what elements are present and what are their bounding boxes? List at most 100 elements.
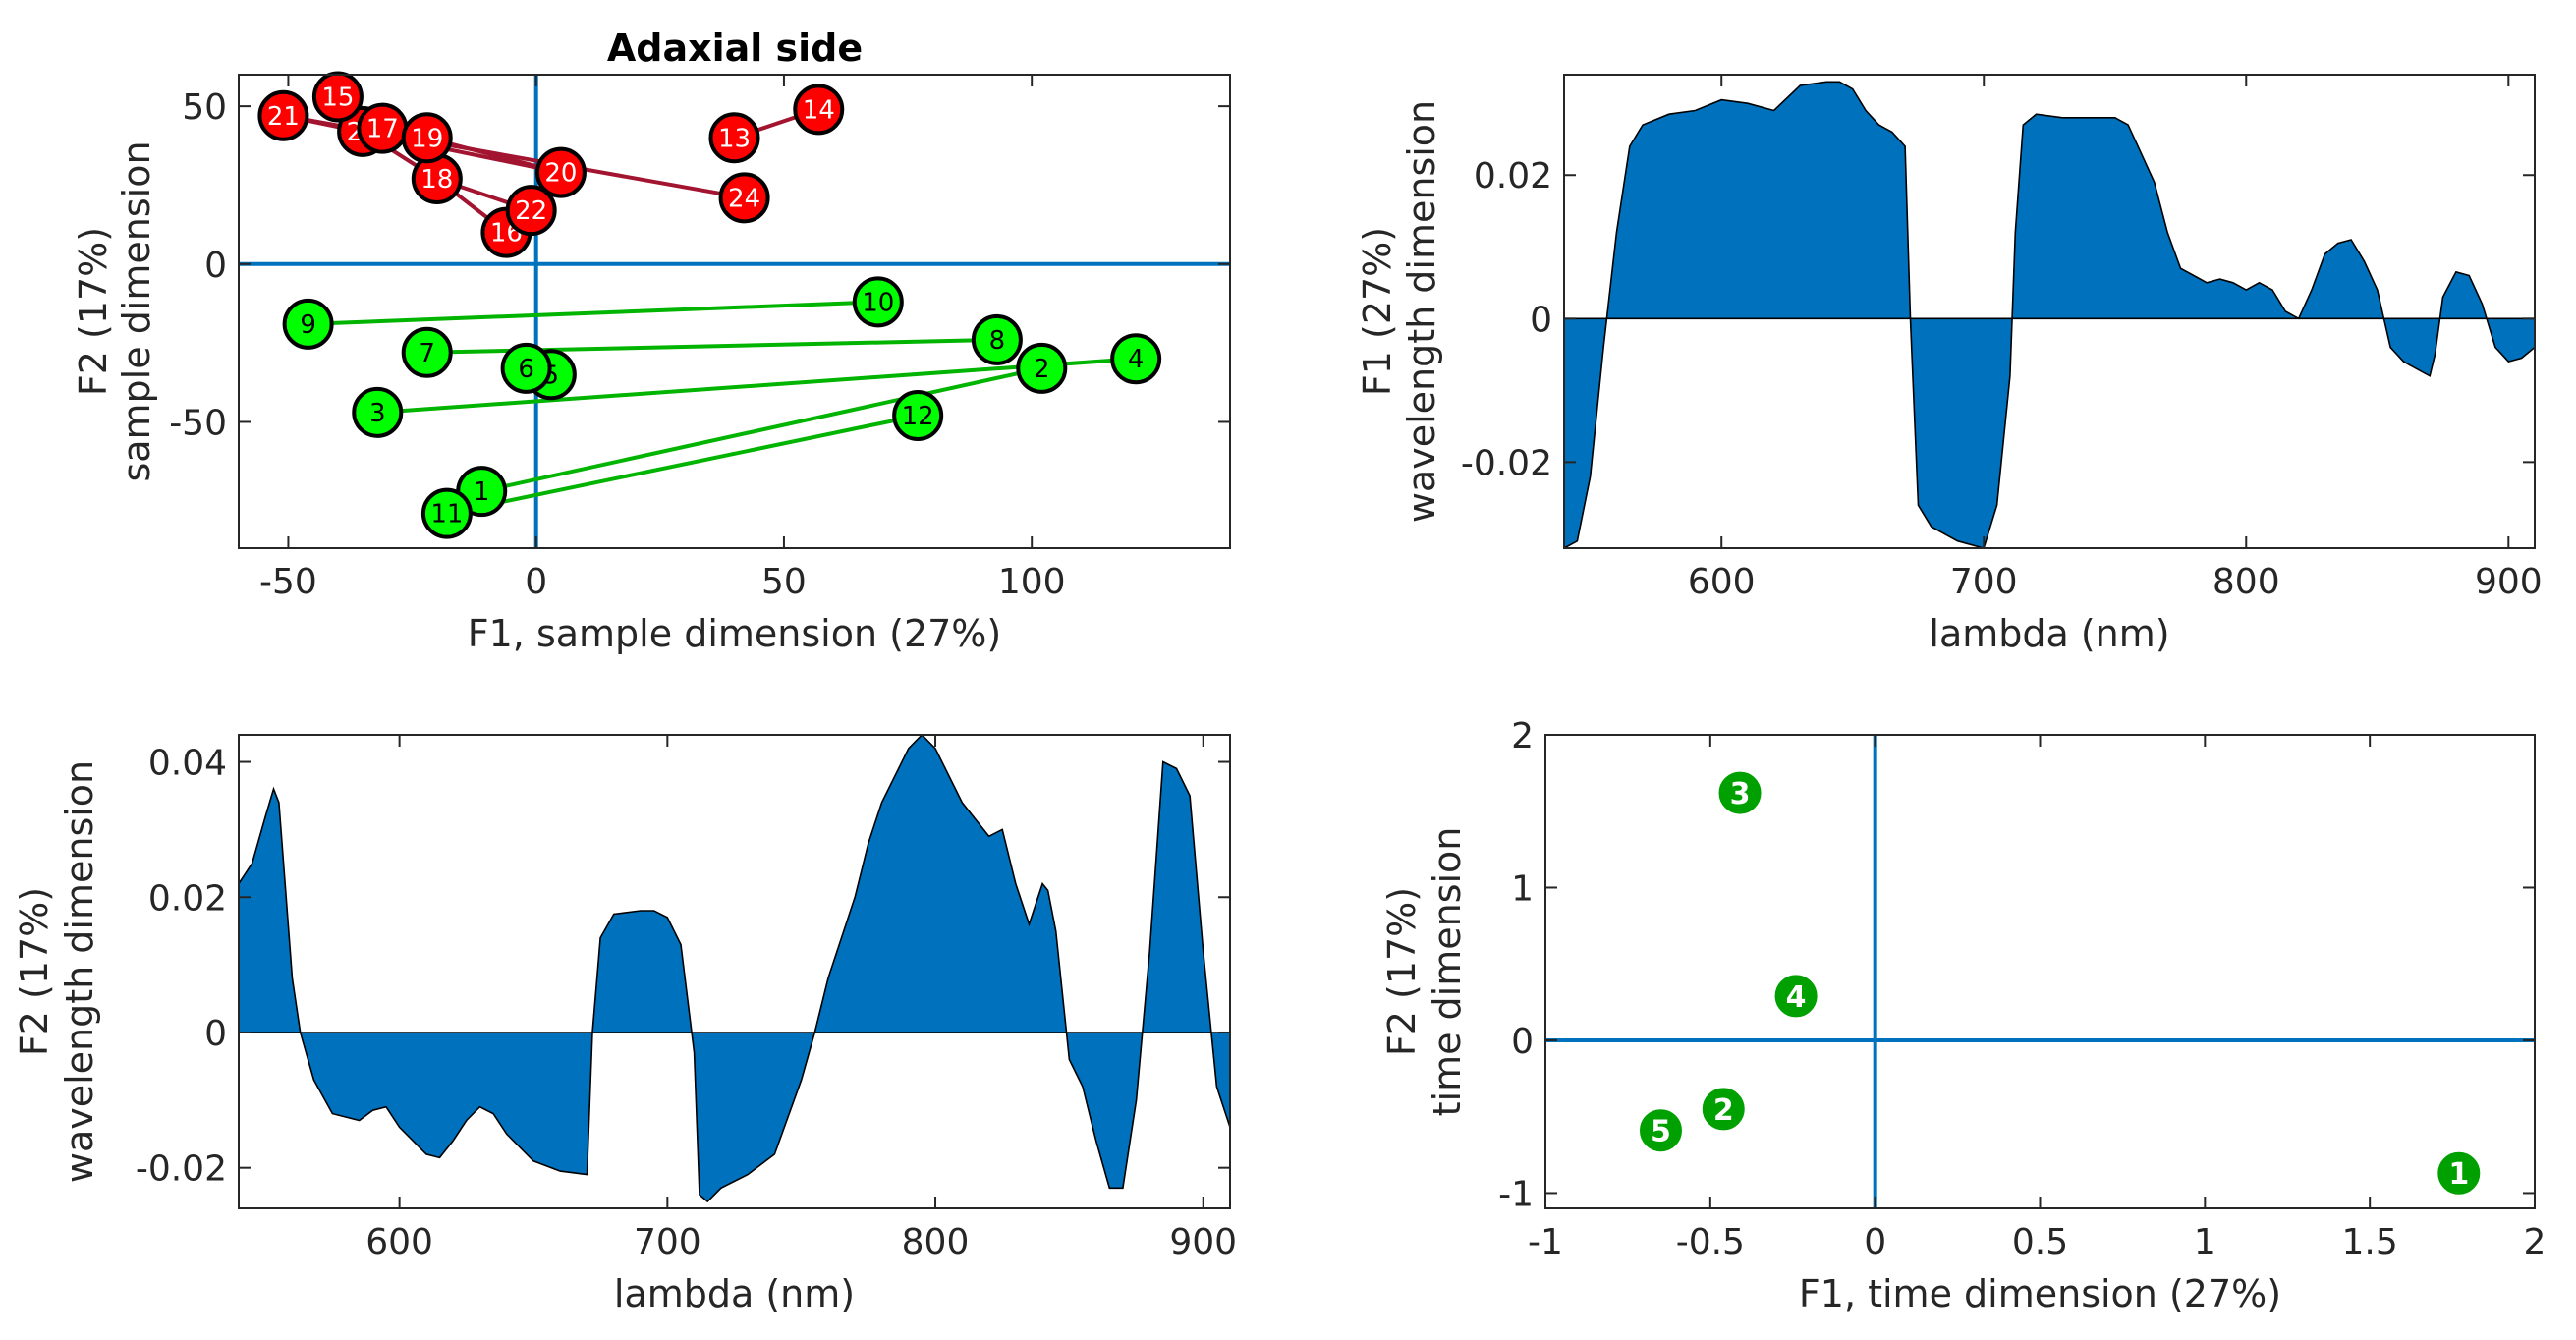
y-tick-label: -50 — [169, 403, 227, 443]
connect-line-9-10 — [308, 300, 878, 326]
y-axis-label: F2 (17%) — [72, 227, 115, 396]
y-tick-label: 0.02 — [1474, 156, 1552, 196]
y-tick-label: 1 — [1511, 868, 1534, 909]
time-marker-1 — [2435, 1148, 2484, 1198]
marker-label-7: 7 — [419, 339, 435, 368]
x-tick-label: -50 — [259, 562, 317, 602]
marker-7 — [401, 326, 453, 378]
marker-label-4: 4 — [1128, 345, 1145, 374]
area-series — [239, 735, 1230, 1203]
axes-frame — [238, 74, 1231, 549]
y-axis-label-secondary: wavelength dimension — [58, 760, 101, 1183]
y-axis-label-secondary: wavelength dimension — [1400, 100, 1443, 523]
y-tick-label: 0.04 — [148, 744, 227, 784]
y-tick-label: 0 — [1530, 300, 1552, 340]
connect-line-1-2 — [480, 365, 1042, 494]
axes-frame — [1544, 734, 2536, 1209]
marker-13 — [708, 112, 760, 164]
marker-label-9: 9 — [300, 310, 316, 340]
marker-label-18: 18 — [420, 165, 453, 195]
x-tick-label: 900 — [1169, 1222, 1237, 1262]
x-axis-label: lambda (nm) — [1929, 612, 2169, 655]
chart-time: 1 2 3 4 5 -1 -0.5 0 0.5 1 1.5 2 -1 0 1 2 F1, time dimens… — [1380, 716, 2546, 1315]
y-axis-label-secondary: time dimension — [1426, 827, 1469, 1117]
marker-21 — [257, 89, 309, 141]
time-marker-label-1: 1 — [2448, 1157, 2469, 1192]
x-tick-label: 100 — [998, 562, 1066, 602]
marker-22 — [505, 185, 557, 237]
marker-15 — [311, 71, 364, 123]
marker-label-21: 21 — [267, 102, 300, 132]
marker-label-1: 1 — [474, 477, 490, 507]
time-marker-label-2: 2 — [1713, 1093, 1734, 1128]
x-tick-label: 0.5 — [2012, 1222, 2068, 1262]
marker-11 — [420, 487, 473, 539]
x-tick-label: 700 — [1950, 562, 2018, 602]
marker-14 — [793, 84, 845, 136]
time-marker-label-3: 3 — [1730, 777, 1751, 811]
marker-10 — [852, 276, 904, 328]
marker-19 — [401, 112, 453, 164]
time-marker-label-4: 4 — [1786, 980, 1807, 1015]
marker-24 — [718, 172, 770, 224]
x-tick-label: 1 — [2194, 1222, 2216, 1262]
time-marker-3 — [1715, 768, 1764, 817]
time-marker-label-5: 5 — [1651, 1115, 1671, 1149]
x-axis-label: F1, sample dimension (27%) — [468, 612, 1001, 655]
marker-3 — [352, 386, 404, 438]
x-tick-label: 2 — [2524, 1222, 2547, 1262]
marker-label-8: 8 — [989, 326, 1006, 356]
y-axis-label-secondary: sample dimension — [115, 140, 158, 481]
marker-2 — [1016, 342, 1068, 394]
connect-line-11-12 — [446, 414, 919, 516]
marker-label-19: 19 — [411, 124, 443, 153]
y-tick-label: 0 — [1511, 1022, 1534, 1062]
marker-label-14: 14 — [803, 95, 835, 125]
y-tick-label: 2 — [1511, 716, 1534, 756]
marker-label-20: 20 — [544, 159, 577, 189]
x-tick-label: 800 — [902, 1222, 970, 1262]
x-tick-label: 700 — [634, 1222, 701, 1262]
y-tick-label: 50 — [182, 87, 227, 128]
connect-line-3-4 — [377, 357, 1137, 415]
marker-label-11: 11 — [430, 500, 463, 530]
y-tick-label: -1 — [1498, 1174, 1534, 1214]
y-tick-label: -0.02 — [136, 1149, 227, 1190]
marker-label-24: 24 — [728, 184, 760, 213]
time-marker-5 — [1636, 1106, 1685, 1155]
chart-title: Adaxial side — [607, 27, 863, 70]
x-tick-label: 600 — [365, 1222, 433, 1262]
marker-20 — [534, 146, 587, 198]
marker-label-6: 6 — [518, 355, 534, 384]
marker-label-15: 15 — [321, 83, 354, 112]
time-marker-2 — [1699, 1085, 1748, 1134]
y-tick-label: 0 — [204, 246, 227, 286]
x-tick-label: 1.5 — [2342, 1222, 2398, 1262]
x-tick-label: 900 — [2475, 562, 2543, 602]
x-tick-label: -0.5 — [1676, 1222, 1745, 1262]
chart-f1_wavelength: 600 700 800 900 -0.02 0 0.02 lambda (nm) F1 (27%… — [1356, 74, 2543, 655]
x-tick-label: 800 — [2212, 562, 2280, 602]
marker-label-3: 3 — [369, 399, 386, 428]
marker-4 — [1110, 333, 1162, 385]
x-tick-label: 0 — [525, 562, 547, 602]
marker-label-22: 22 — [515, 196, 547, 226]
area-series — [1564, 81, 2535, 548]
y-tick-label: 0 — [204, 1014, 227, 1054]
axes-frame — [238, 734, 1231, 1209]
marker-label-2: 2 — [1034, 355, 1050, 384]
marker-6 — [500, 342, 552, 394]
x-tick-label: -1 — [1528, 1222, 1563, 1262]
marker-8 — [971, 313, 1023, 365]
chart-sample: 162218231719152120241314910785624312111-… — [72, 27, 1231, 655]
x-axis-label: F1, time dimension (27%) — [1799, 1272, 2281, 1315]
y-axis-label: F2 (17%) — [1380, 887, 1424, 1056]
y-axis-label: F2 (17%) — [13, 887, 56, 1056]
y-tick-label: 0.02 — [148, 878, 227, 919]
chart-f2_wavelength: 600 700 800 900 -0.02 0 0.02 0.04 lambda (nm) F2 … — [13, 734, 1237, 1315]
marker-9 — [282, 298, 334, 350]
marker-label-13: 13 — [718, 124, 751, 153]
y-axis-label: F1 (27%) — [1356, 227, 1399, 396]
x-tick-label: 0 — [1864, 1222, 1886, 1262]
